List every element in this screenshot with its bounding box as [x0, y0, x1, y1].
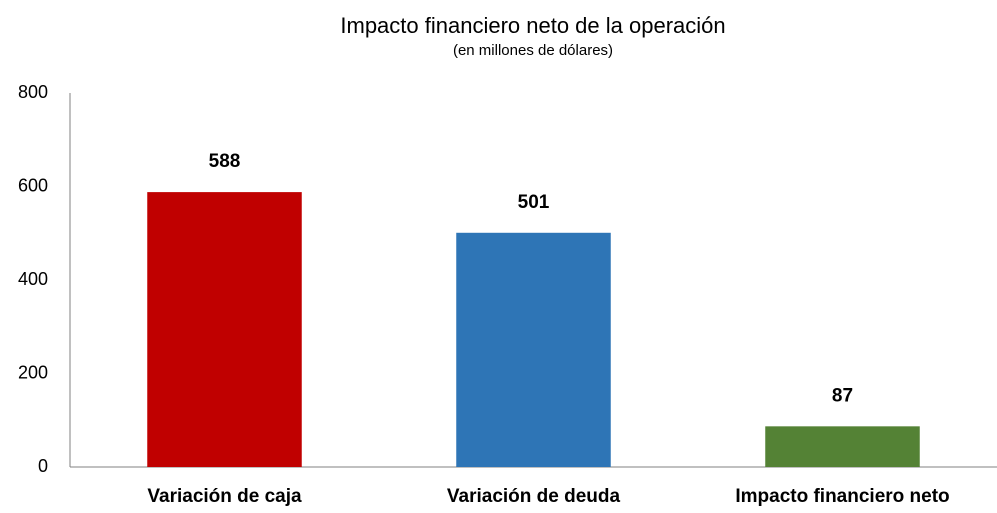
y-tick-label: 600	[18, 175, 48, 195]
bar	[765, 426, 920, 467]
y-tick-label: 0	[38, 456, 48, 476]
bar	[147, 192, 302, 468]
y-tick-label: 400	[18, 269, 48, 289]
chart-title: Impacto financiero neto de la operación	[340, 13, 725, 38]
data-label: 501	[518, 192, 550, 213]
x-tick-label: Variación de deuda	[447, 486, 621, 507]
x-tick-label: Variación de caja	[147, 486, 302, 507]
y-tick-label: 200	[18, 362, 48, 382]
data-label: 588	[209, 151, 241, 172]
bar	[456, 232, 611, 467]
y-tick-label: 800	[18, 82, 48, 102]
data-label: 87	[832, 385, 853, 406]
x-tick-label: Impacto financiero neto	[735, 486, 949, 507]
chart-subtitle: (en millones de dólares)	[453, 42, 613, 59]
